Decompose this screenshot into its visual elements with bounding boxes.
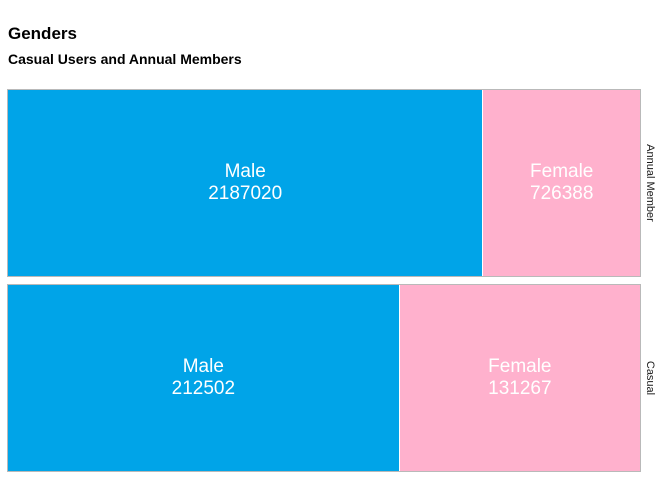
tile-value-label: 212502 (171, 378, 236, 399)
tile-category-label: Male (182, 356, 224, 377)
facet-strip-annual-member: Annual Member (641, 89, 659, 277)
tile-label: Female 131267 (400, 356, 640, 400)
tile-value-label: 2187020 (208, 183, 283, 204)
facet-label-annual-member: Annual Member (644, 144, 656, 222)
tile-value-label: 726388 (530, 183, 594, 204)
tile-label: Male 2187020 (8, 161, 482, 205)
tile-value-label: 131267 (488, 378, 552, 399)
tile-category-label: Female (488, 356, 552, 377)
chart-title: Genders (8, 24, 77, 43)
tile-male-annual-member: Male 2187020 (8, 90, 483, 276)
facet-strip-casual: Casual (641, 284, 659, 472)
facet-label-casual: Casual (644, 360, 656, 396)
tile-category-label: Male (224, 161, 266, 182)
tile-label: Male 212502 (8, 356, 399, 400)
tile-male-casual: Male 212502 (8, 285, 399, 471)
chart-subtitle: Casual Users and Annual Members (8, 51, 242, 67)
tile-category-label: Female (530, 161, 594, 182)
tile-female-casual: Female 131267 (398, 285, 640, 471)
tile-female-annual-member: Female 726388 (482, 90, 640, 276)
panel-annual-member: Male 2187020 Female 726388 (7, 89, 641, 277)
panel-casual: Male 212502 Female 131267 (7, 284, 641, 472)
tile-label: Female 726388 (483, 161, 640, 205)
